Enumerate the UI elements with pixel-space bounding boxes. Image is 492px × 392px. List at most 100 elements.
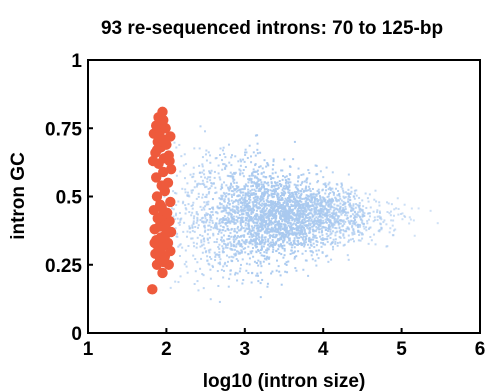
cloud-point: [276, 259, 279, 262]
cloud-point: [282, 194, 285, 197]
cloud-point: [298, 234, 301, 237]
cloud-point: [237, 194, 240, 197]
cloud-point: [208, 221, 211, 224]
cloud-point: [272, 163, 275, 166]
cloud-point: [287, 217, 290, 220]
cloud-point: [239, 164, 242, 167]
cloud-point: [305, 259, 308, 262]
cloud-point: [185, 208, 188, 211]
cloud-point: [328, 220, 331, 223]
cloud-point: [218, 243, 221, 246]
cloud-point: [226, 206, 229, 209]
cloud-point: [351, 224, 354, 227]
cloud-point: [221, 220, 224, 223]
cloud-point: [288, 242, 291, 245]
cloud-point: [220, 183, 223, 186]
cloud-point: [272, 188, 275, 191]
cloud-point: [347, 200, 350, 203]
cloud-point: [248, 192, 251, 195]
cloud-point: [360, 208, 363, 211]
cloud-point: [261, 216, 264, 219]
cloud-point: [321, 237, 324, 240]
cloud-point: [238, 252, 241, 255]
cloud-point: [308, 236, 311, 239]
cloud-point: [255, 204, 258, 207]
cloud-point: [300, 203, 303, 206]
cloud-point: [346, 254, 349, 257]
cloud-point: [326, 235, 329, 238]
cloud-point: [209, 218, 212, 221]
cloud-point: [305, 189, 308, 192]
cloud-point: [294, 250, 297, 253]
cloud-point: [297, 228, 300, 231]
cloud-point: [209, 171, 212, 174]
cloud-point: [219, 224, 222, 227]
cloud-point: [217, 246, 220, 249]
cloud-point: [244, 153, 247, 156]
cloud-point: [231, 208, 234, 211]
cloud-point: [299, 184, 302, 187]
cloud-point: [318, 212, 321, 215]
cloud-point: [279, 236, 282, 239]
cloud-point: [306, 206, 309, 209]
cloud-point: [240, 209, 243, 212]
cloud-point: [210, 226, 213, 229]
cloud-point: [304, 216, 307, 219]
cloud-point: [325, 184, 328, 187]
cloud-point: [293, 204, 296, 207]
cloud-point: [254, 196, 257, 199]
cloud-point: [214, 253, 217, 256]
cloud-point: [216, 217, 219, 220]
cloud-point: [244, 201, 247, 204]
cloud-point: [310, 250, 313, 253]
cloud-point: [348, 205, 351, 208]
cloud-point: [248, 201, 251, 204]
cloud-point: [286, 236, 289, 239]
cloud-point: [222, 229, 225, 232]
cloud-point: [277, 206, 280, 209]
cloud-point: [278, 252, 281, 255]
cloud-point: [276, 205, 279, 208]
cloud-point: [276, 228, 279, 231]
cloud-point: [278, 245, 281, 248]
cloud-point: [372, 210, 375, 213]
cloud-point: [258, 166, 261, 169]
cloud-point: [222, 221, 225, 224]
cloud-point: [284, 235, 287, 238]
cloud-point: [325, 232, 328, 235]
cloud-point: [231, 185, 234, 188]
cloud-point: [255, 234, 258, 237]
cloud-point: [262, 203, 265, 206]
cloud-point: [261, 198, 264, 201]
cloud-point: [243, 204, 246, 207]
cloud-point: [226, 238, 229, 241]
cloud-point: [206, 255, 209, 258]
cloud-point: [246, 212, 249, 215]
cloud-point: [224, 166, 227, 169]
cloud-point: [327, 205, 330, 208]
cloud-point: [239, 191, 242, 194]
cloud-point: [258, 202, 261, 205]
cloud-point: [204, 186, 207, 189]
cloud-point: [343, 211, 346, 214]
cloud-point: [195, 197, 198, 200]
cloud-point: [332, 248, 335, 251]
cloud-point: [196, 226, 199, 229]
cloud-point: [360, 221, 363, 224]
cloud-point: [316, 217, 319, 220]
cloud-point: [314, 259, 317, 262]
cloud-point: [328, 193, 331, 196]
cloud-point: [240, 201, 243, 204]
cloud-point: [242, 201, 245, 204]
cloud-point: [343, 208, 346, 211]
cloud-point: [290, 199, 293, 202]
cloud-point: [218, 222, 221, 225]
cloud-point: [363, 212, 366, 215]
cloud-point: [290, 215, 293, 218]
cloud-point: [271, 213, 274, 216]
cloud-point: [217, 232, 220, 235]
cloud-point: [336, 208, 339, 211]
cloud-point: [269, 206, 272, 209]
cloud-point: [178, 223, 181, 226]
cloud-point: [272, 201, 275, 204]
